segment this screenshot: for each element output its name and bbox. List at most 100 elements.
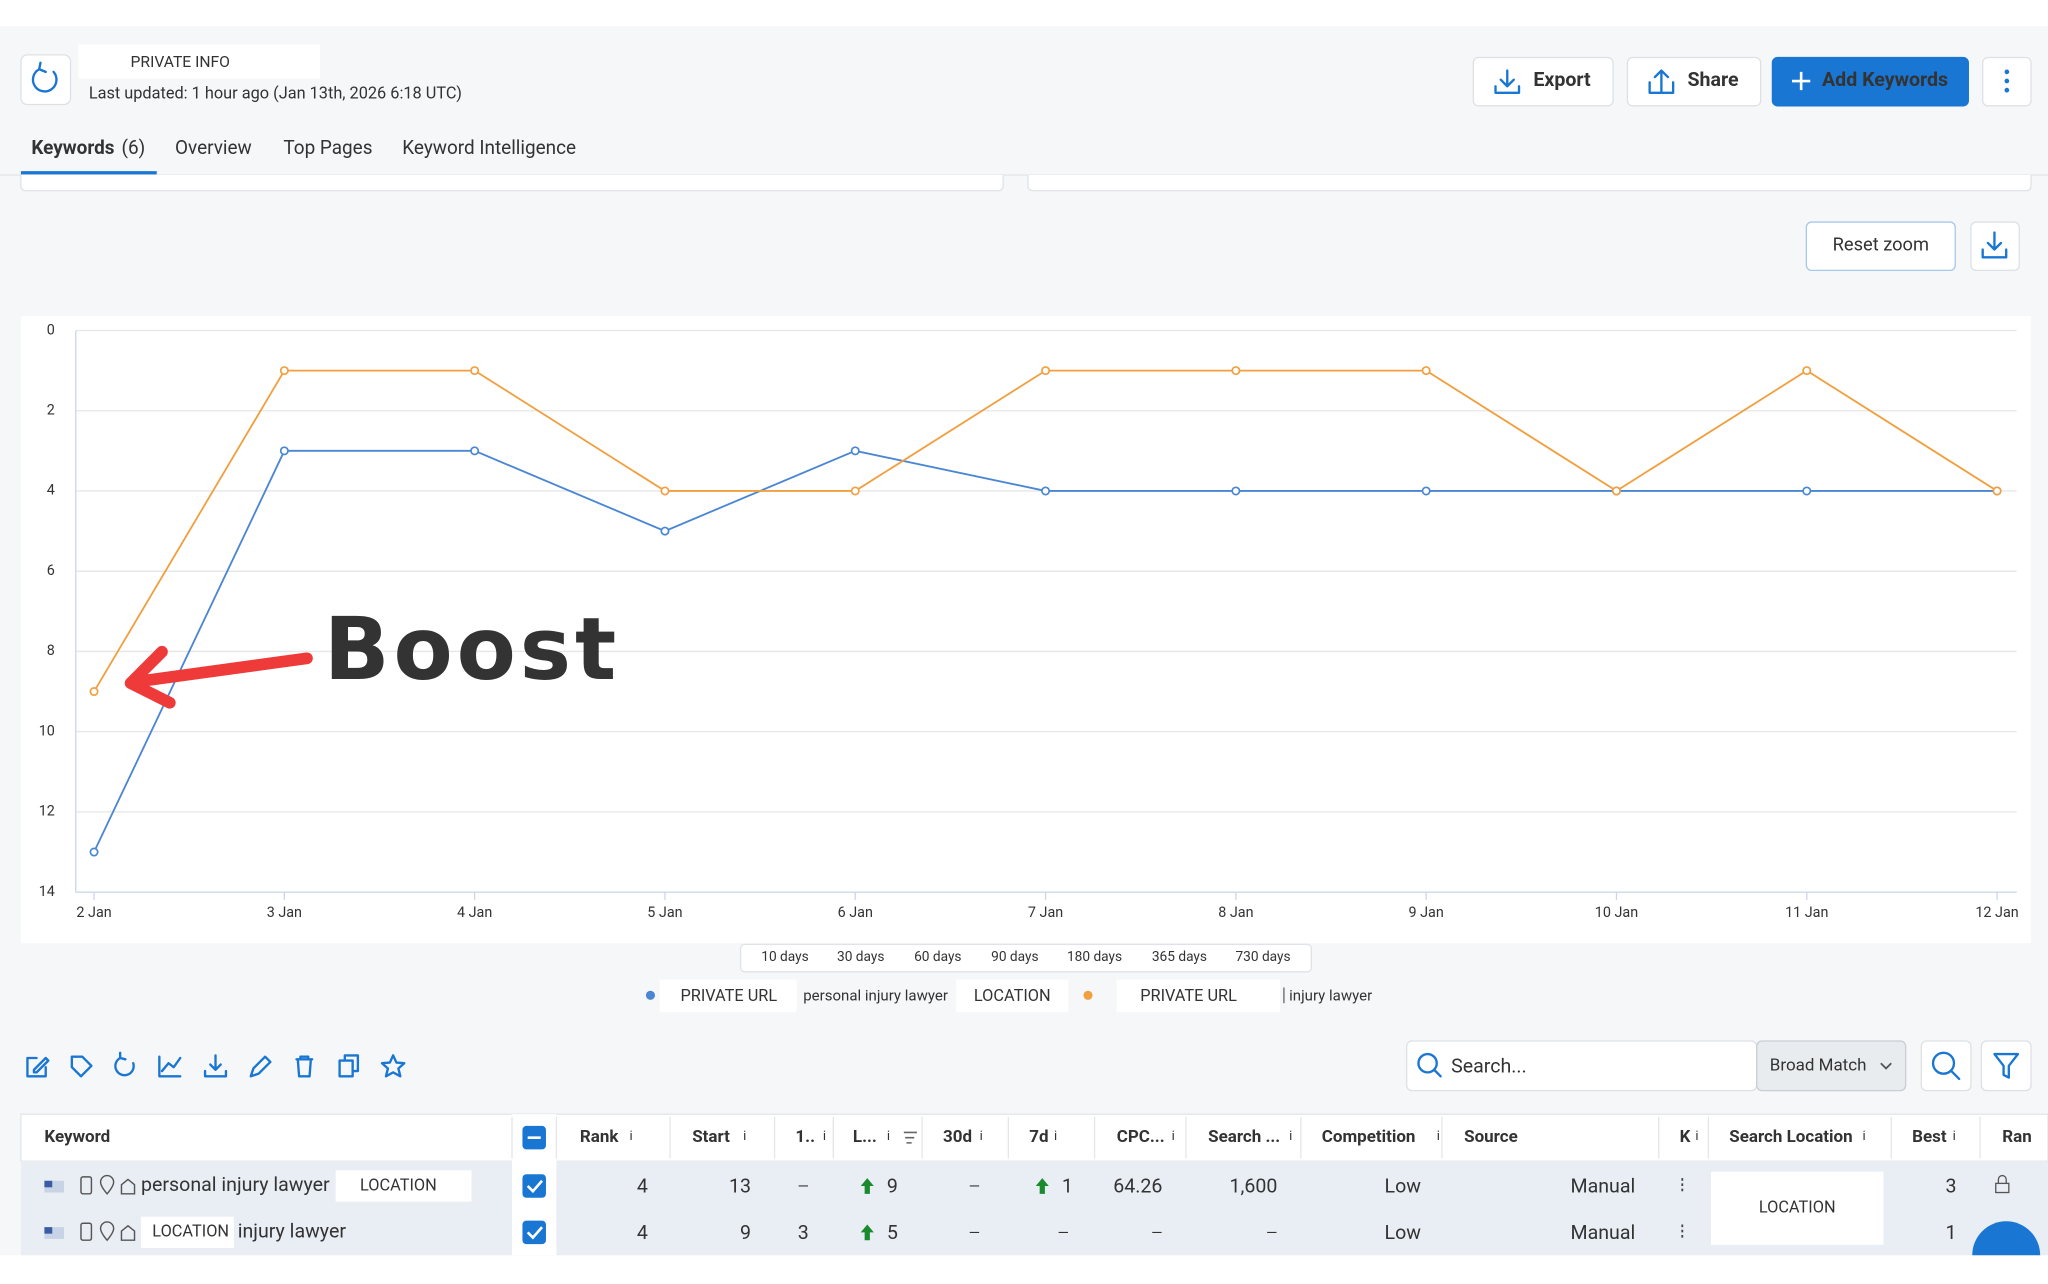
data-point: [660, 526, 670, 536]
annotation: Boost: [324, 600, 620, 700]
flag: [44, 1227, 64, 1239]
toolbar-icon: [26, 1056, 50, 1078]
more-dot: [2004, 78, 2010, 84]
x-tick-label: 3 Jan: [267, 904, 302, 921]
cell-value: —: [969, 1178, 980, 1195]
legend-series: injury lawyer: [1289, 987, 1372, 1005]
cell-value: Manual: [1570, 1221, 1635, 1244]
column-header: Search ...: [1208, 1127, 1280, 1147]
card-edge: [1027, 175, 2032, 192]
pin-icon: [99, 1221, 115, 1242]
reset-zoom-label: Reset zoom: [1833, 234, 1929, 255]
column-header: 7d: [1029, 1127, 1048, 1147]
cell-value: 4: [637, 1221, 648, 1244]
cell-value: Low: [1385, 1221, 1422, 1244]
data-point: [279, 366, 289, 376]
chat-bubble[interactable]: [1972, 1221, 2041, 1256]
x-tick-label: 8 Jan: [1218, 904, 1253, 921]
cell-value: 3: [1946, 1174, 1957, 1197]
tab-count: (6): [121, 136, 145, 159]
legend-location: LOCATION: [974, 986, 1051, 1005]
flag-canton: [44, 1227, 53, 1234]
y-tick-label: 12: [39, 803, 55, 820]
cell-value: —: [1266, 1224, 1277, 1241]
flag-canton: [44, 1180, 53, 1188]
data-point: [470, 366, 480, 376]
header-button[interactable]: [1771, 56, 1969, 107]
tab: Keyword Intelligence: [402, 136, 576, 159]
column-header: 1..: [795, 1127, 815, 1147]
redaction: [659, 979, 797, 1013]
more-dot: [2004, 69, 2010, 75]
y-tick-label: 0: [47, 321, 55, 338]
cell-value: 3: [798, 1221, 809, 1244]
toolbar-button[interactable]: [244, 1050, 275, 1081]
toolbar-icon: [249, 1055, 272, 1078]
row-checkbox[interactable]: [522, 1174, 546, 1198]
cell-value: 13: [729, 1174, 751, 1197]
share-icon: [1648, 69, 1675, 94]
data-point: [1421, 366, 1431, 376]
cell-value: 1,600: [1230, 1174, 1278, 1197]
info-icon: i: [1695, 1129, 1698, 1144]
x-tick-label: 7 Jan: [1028, 904, 1063, 921]
content: PRIVATE INFO Last updated: 1 hour ago (Ja…: [0, 44, 2048, 1256]
redaction: [141, 1216, 234, 1249]
match-select[interactable]: [1756, 1040, 1907, 1092]
checkmark: [526, 1179, 544, 1194]
range-label: 30 days: [837, 949, 884, 965]
cell-value: 9: [740, 1221, 751, 1244]
data-point: [1802, 366, 1812, 376]
y-tick-label: 2: [47, 402, 55, 419]
tab: Top Pages: [283, 136, 372, 159]
reset-zoom-button[interactable]: [1805, 221, 1956, 272]
refresh-button[interactable]: [20, 54, 72, 106]
search-button[interactable]: [1920, 1040, 1972, 1092]
column-header: Rank: [580, 1127, 619, 1147]
info-icon: i: [630, 1129, 633, 1144]
cell-value: —: [969, 1224, 980, 1241]
range-label: 730 days: [1235, 949, 1290, 965]
annotation-arrowhead: [124, 645, 176, 709]
data-point: [1041, 366, 1051, 376]
search-icon: [1950, 1069, 1961, 1081]
match-label: Broad Match: [1770, 1055, 1867, 1075]
lock-shackle: [1997, 1174, 2007, 1184]
table-header: [20, 1113, 2048, 1162]
keyword-location: LOCATION: [360, 1175, 437, 1194]
row-checkbox[interactable]: [522, 1220, 546, 1245]
column-header: 30d: [943, 1127, 972, 1147]
device-icon: [80, 1222, 93, 1241]
legend-series: personal injury lawyer: [803, 987, 948, 1005]
cell-value: 1: [1946, 1221, 1957, 1244]
legend-url: PRIVATE URL: [680, 986, 777, 1005]
legend-url: PRIVATE URL: [1140, 986, 1237, 1005]
y-tick-label: 6: [47, 562, 55, 579]
info-icon: i: [1054, 1129, 1057, 1144]
range-bar: [739, 943, 1312, 973]
x-tick-label: 2 Jan: [76, 904, 111, 921]
lock-icon: [1995, 1182, 2010, 1194]
search-icon: [1931, 1051, 1956, 1075]
y-tick-label: 10: [39, 722, 55, 739]
toolbar-icon: [380, 1054, 406, 1078]
redaction: [956, 979, 1069, 1013]
search-icon: [1432, 1068, 1442, 1078]
bottom-strip: [0, 1255, 2048, 1284]
x-tick-label: 5 Jan: [647, 904, 682, 921]
cell-value: 1: [1062, 1174, 1073, 1197]
y-tick-label: 8: [47, 642, 55, 659]
column-header: CPC...: [1117, 1127, 1165, 1147]
x-tick-label: 12 Jan: [1975, 904, 2018, 921]
column-header: Keyword: [44, 1127, 110, 1147]
filter-button[interactable]: [1980, 1040, 2032, 1092]
export-icon: [1494, 69, 1521, 94]
range-label: 365 days: [1152, 949, 1207, 965]
keyword: personal injury lawyer: [141, 1173, 330, 1196]
keyword-location: LOCATION: [152, 1222, 229, 1241]
toolbar-icon: [203, 1054, 228, 1078]
data-point: [1992, 486, 2002, 496]
column-header: Source: [1464, 1127, 1518, 1147]
data-point: [1802, 486, 1812, 496]
info-icon: i: [980, 1129, 983, 1144]
